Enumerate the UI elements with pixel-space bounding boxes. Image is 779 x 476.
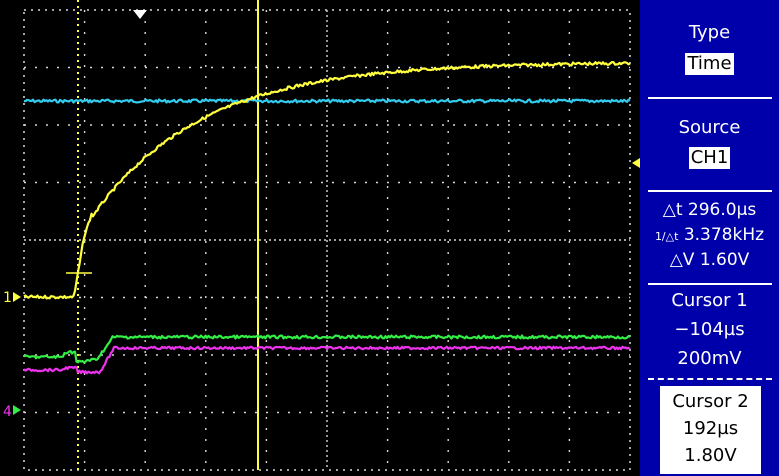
cursor-menu: Type Time Source CH1 △t 296.0µs 1/△t 3.3… <box>640 0 779 476</box>
ch4-ground-marker: 4 <box>3 404 12 420</box>
cursor2-box[interactable]: Cursor 2 192µs 1.80V <box>660 386 761 474</box>
waveforms <box>23 61 631 375</box>
cursor1-voltage: 200mV <box>677 348 742 369</box>
ch1-marker-arrow-icon <box>13 292 21 302</box>
delta-icon: △ <box>662 200 676 220</box>
delta-time-value: 296.0µs <box>687 200 757 220</box>
ch4-trace <box>23 345 631 375</box>
delta-voltage-value: 1.60V <box>699 250 750 270</box>
ch1-ground-marker: 1 <box>3 290 12 306</box>
delta-icon: △ <box>669 250 683 270</box>
ch3-marker-arrow-icon <box>13 405 21 415</box>
type-label: Type <box>688 22 731 43</box>
frequency-value: 3.378kHz <box>683 225 765 245</box>
cursor1-time: −104µs <box>674 319 745 340</box>
delta-voltage-readout: △V 1.60V <box>669 250 750 270</box>
ch2-trace <box>23 98 631 104</box>
ch3-trace <box>23 334 631 364</box>
ch1-trace <box>23 61 631 300</box>
delta-time-readout: △t 296.0µs <box>662 200 757 220</box>
menu-divider <box>648 190 772 192</box>
menu-divider <box>648 97 772 99</box>
trigger-position-arrow-icon <box>133 10 147 19</box>
inverse-delta-icon: 1/△t <box>654 230 679 243</box>
type-value[interactable]: Time <box>685 53 734 75</box>
source-value-wrap[interactable]: CH1 <box>640 147 779 169</box>
waveform-display: 14 <box>0 0 640 476</box>
menu-divider <box>648 283 772 285</box>
cursor2-voltage: 1.80V <box>684 445 737 466</box>
cursor2-label: Cursor 2 <box>672 391 749 412</box>
cursor2-time: 192µs <box>682 418 739 439</box>
grid-border <box>23 9 631 471</box>
frequency-readout: 1/△t 3.378kHz <box>640 223 779 249</box>
screen-markers: 14 <box>3 10 640 420</box>
cursor-lines[interactable] <box>66 0 259 470</box>
graticule-grid <box>23 9 631 471</box>
menu-divider-dashed <box>648 378 772 380</box>
source-value[interactable]: CH1 <box>688 147 731 169</box>
cursor1-label[interactable]: Cursor 1 <box>671 290 748 311</box>
display-background <box>0 0 640 476</box>
type-value-wrap[interactable]: Time <box>640 53 779 75</box>
source-label: Source <box>678 117 741 138</box>
trigger-level-arrow-icon <box>632 158 640 168</box>
